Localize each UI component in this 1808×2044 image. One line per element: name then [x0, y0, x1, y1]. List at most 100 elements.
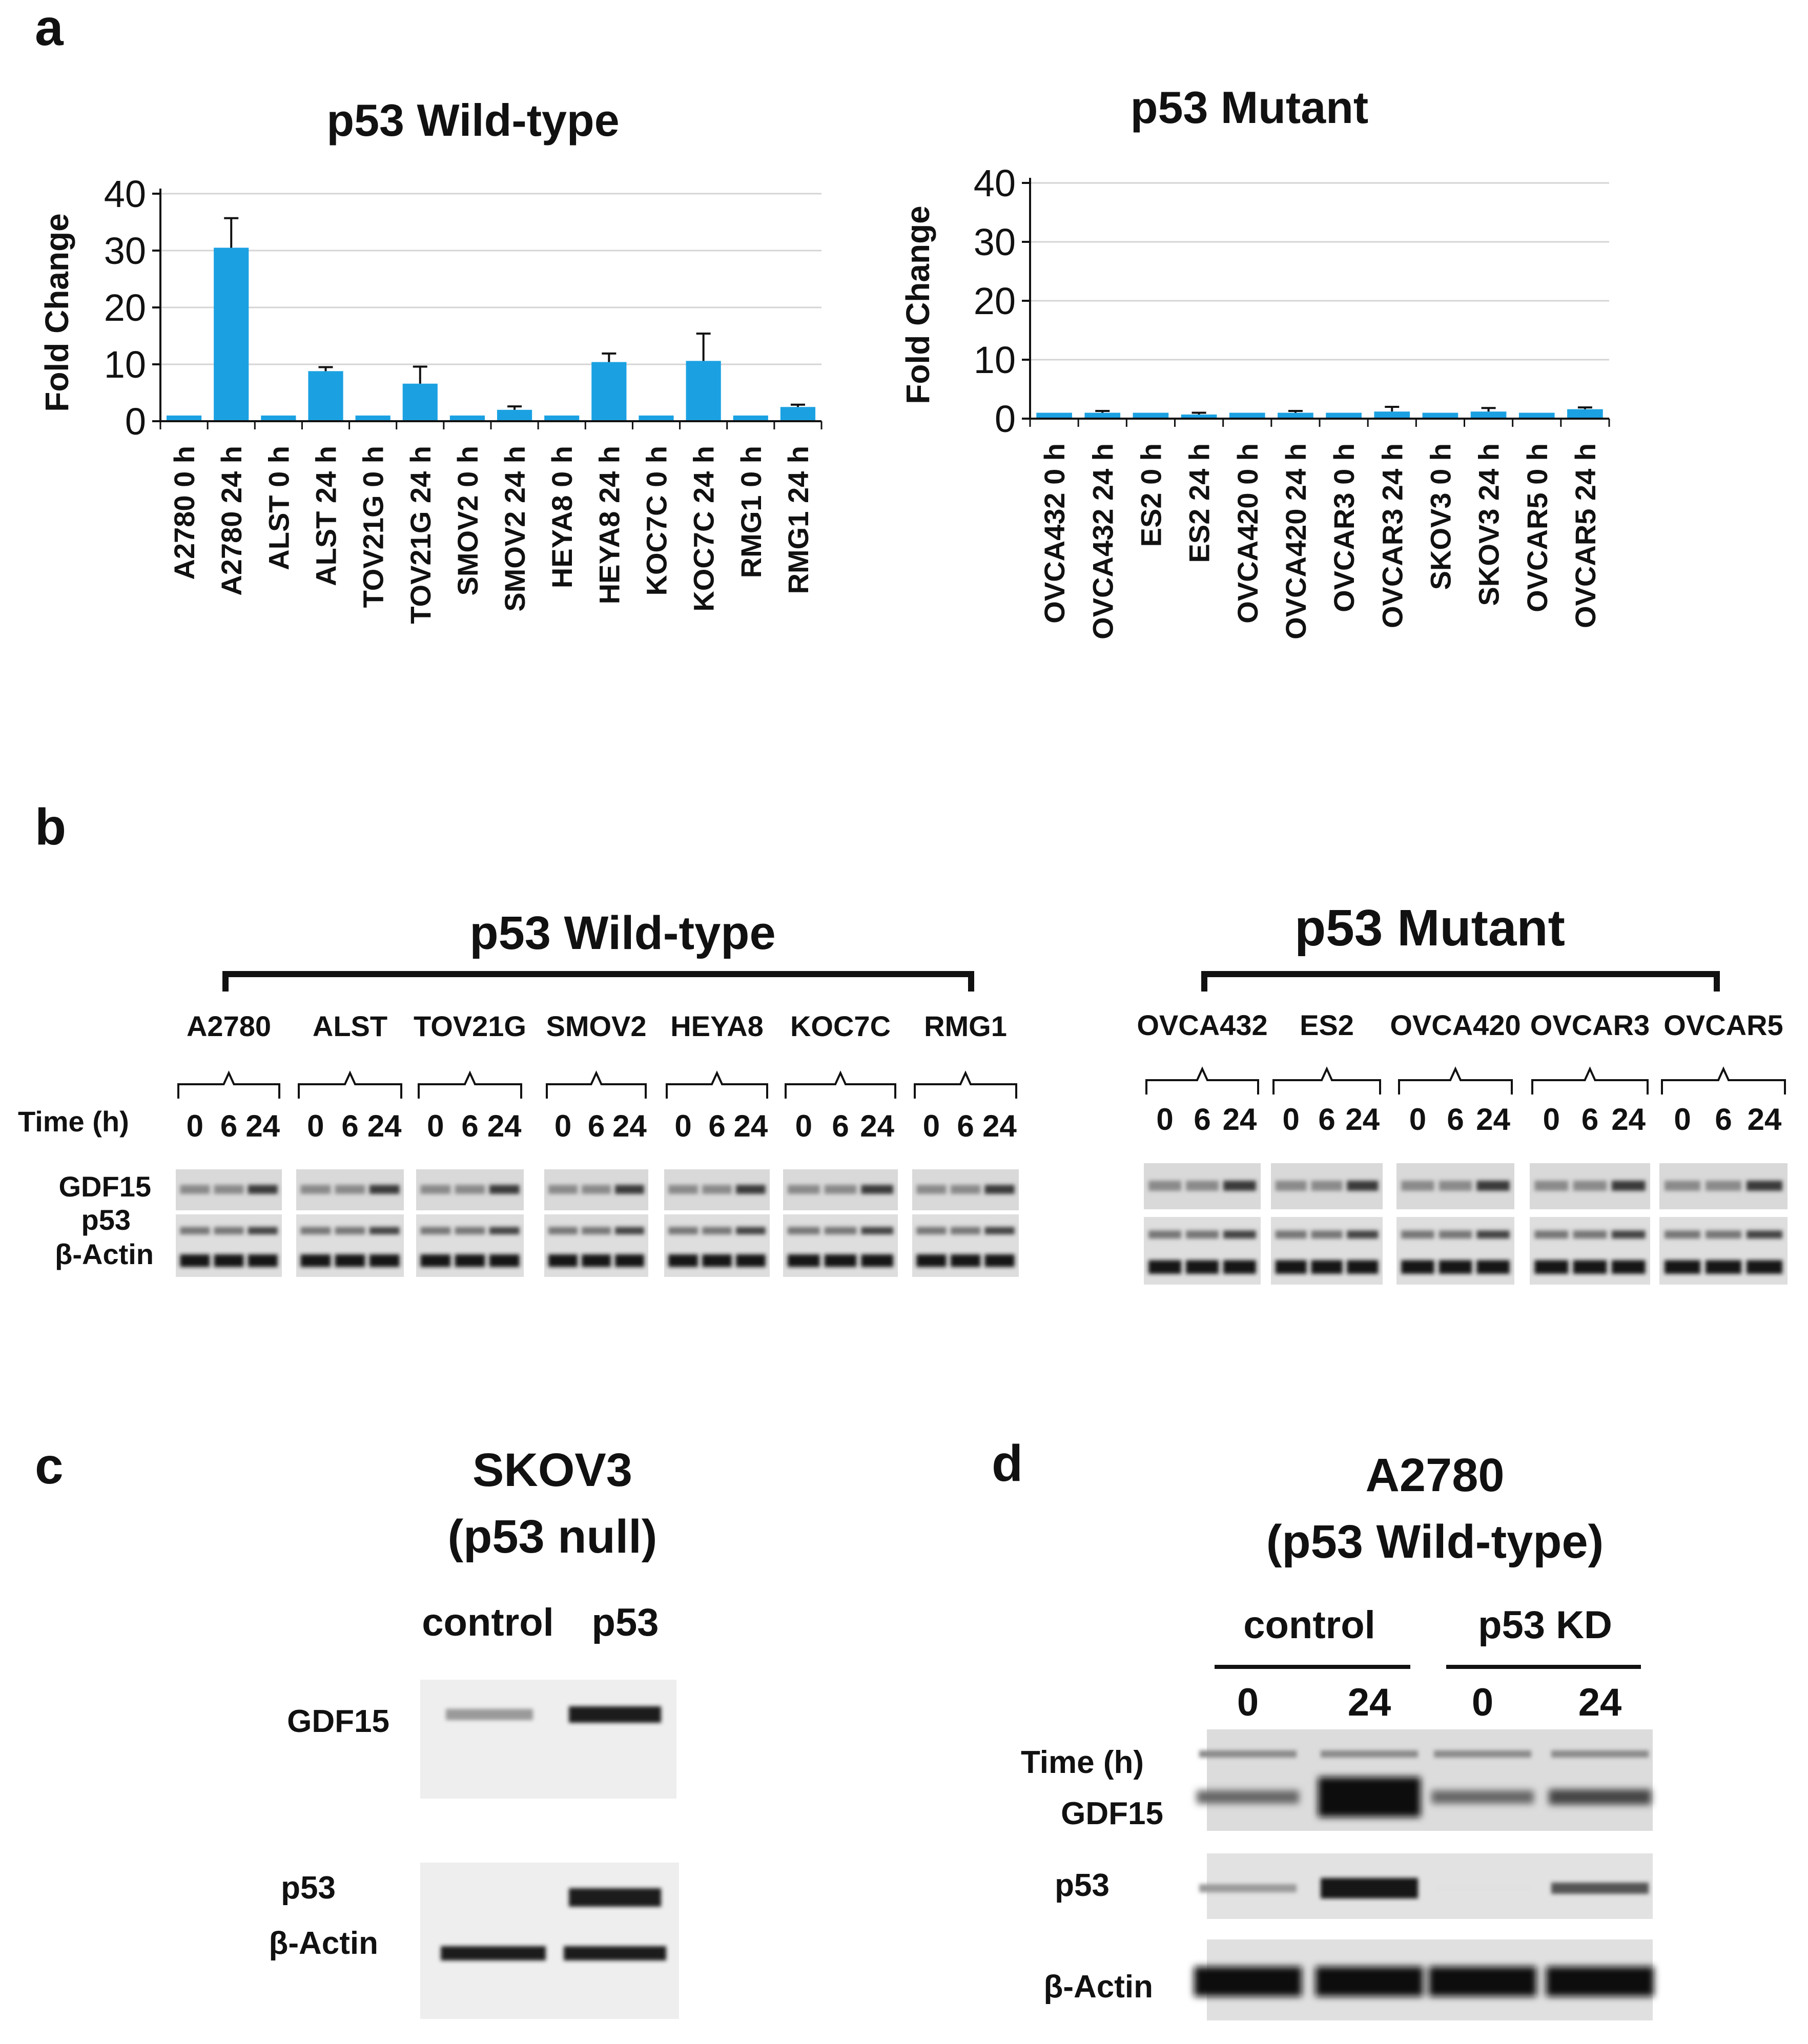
- x-tick-label: ES2 0 h: [1135, 443, 1167, 547]
- y-tick-label: 40: [974, 162, 1016, 204]
- band-gdf15: [1573, 1181, 1607, 1191]
- bar: [1422, 412, 1458, 419]
- bar: [1374, 411, 1410, 419]
- band-p53: [1275, 1230, 1307, 1239]
- band-gdf15: [615, 1185, 644, 1194]
- time-point: 24: [1748, 1102, 1782, 1137]
- band-gdf15: [668, 1185, 698, 1194]
- brace: [546, 1070, 647, 1099]
- blot-p53-actin: [1144, 1217, 1261, 1285]
- band-p53: [1199, 1884, 1297, 1892]
- band-beta-actin: [1665, 1260, 1700, 1274]
- time-point: 0: [427, 1109, 444, 1143]
- band-gdf15: [950, 1185, 981, 1194]
- time-point: 6: [957, 1109, 974, 1143]
- bar: [1229, 412, 1265, 419]
- bar: [261, 415, 296, 421]
- x-tick-label: OVCAR5 0 h: [1521, 443, 1553, 612]
- y-axis-label: Fold Change: [38, 213, 75, 412]
- time-point: 0: [1409, 1102, 1426, 1137]
- x-tick-label: RMG1 24 h: [782, 446, 814, 594]
- band-gdf15: [420, 1185, 451, 1194]
- band-gdf15: [1706, 1181, 1741, 1191]
- band-p53: [615, 1227, 644, 1235]
- band-gdf15-upper: [1321, 1750, 1418, 1758]
- time-point: 6: [341, 1109, 358, 1143]
- band-gdf15: [824, 1185, 857, 1194]
- x-tick-label: OVCA420 24 h: [1280, 443, 1312, 639]
- time-point: 24: [1476, 1102, 1510, 1137]
- band-p53: [861, 1227, 894, 1235]
- band-beta-actin: [736, 1254, 766, 1267]
- panel-d-blots: [1194, 1729, 1654, 2020]
- grid: [1030, 182, 1609, 361]
- row-label-beta-actin: β-Actin: [269, 1926, 379, 1961]
- chart-title: p53 Mutant: [1131, 82, 1368, 133]
- band-p53: [916, 1227, 947, 1235]
- band-p53: [582, 1227, 611, 1235]
- band-p53: [369, 1227, 400, 1235]
- time-point: 0: [795, 1109, 812, 1143]
- time-point: 6: [1715, 1102, 1732, 1137]
- bars: [166, 247, 816, 421]
- y-tick-label: 0: [995, 398, 1016, 440]
- band-gdf15: [300, 1185, 331, 1194]
- time-label: Time (h): [18, 1105, 129, 1138]
- blot-p53-actin: [420, 1863, 679, 2019]
- x-tick-label: OVCAR3 24 h: [1376, 443, 1408, 628]
- band-p53: [180, 1227, 210, 1235]
- time-point: 0: [1543, 1102, 1560, 1137]
- band-beta-actin: [1573, 1260, 1607, 1274]
- mutant-group-title: p53 Mutant: [1295, 899, 1565, 957]
- band-p53: [1347, 1230, 1379, 1239]
- bar: [1181, 414, 1217, 419]
- time-24: 24: [1348, 1681, 1391, 1724]
- cell-line-heya8: HEYA8 0 6 24: [664, 1010, 770, 1277]
- band-gdf15: [180, 1185, 210, 1194]
- band-gdf15: [1347, 1181, 1379, 1191]
- blot-p53-actin: [1659, 1217, 1788, 1285]
- x-tick-label: SKOV3 24 h: [1473, 443, 1505, 606]
- brace: [914, 1070, 1017, 1099]
- x-tick-label: OVCAR3 0 h: [1328, 443, 1360, 612]
- error-bars: [1095, 406, 1592, 415]
- time-point: 0: [1674, 1102, 1691, 1137]
- row-label-beta-actin: β-Actin: [55, 1238, 154, 1270]
- band-beta-actin-control: [441, 1946, 546, 1960]
- band-beta-actin: [950, 1254, 981, 1267]
- band-beta-actin: [1311, 1260, 1343, 1274]
- chart-p53-wild-type: p53 Wild-type Fold Change 0 10 20 30 40 A278…: [38, 95, 823, 624]
- band-beta-actin: [1429, 1967, 1536, 1996]
- band-p53: [455, 1227, 485, 1235]
- cell-line-name: KOC7C: [790, 1010, 891, 1042]
- time-point: 24: [860, 1109, 894, 1143]
- band-gdf15: [787, 1185, 820, 1194]
- bar: [1567, 409, 1603, 419]
- blot-p53-actin: [1271, 1217, 1383, 1285]
- bar: [591, 362, 627, 421]
- band-gdf15: [1665, 1181, 1700, 1191]
- group-label-control: control: [1243, 1603, 1375, 1647]
- band-gdf15: [582, 1185, 611, 1194]
- band-beta-actin: [1534, 1260, 1569, 1274]
- band-beta-actin: [702, 1254, 732, 1267]
- brace: [418, 1070, 522, 1099]
- blot-p53-actin: [664, 1214, 770, 1277]
- band-p53: [1551, 1883, 1649, 1894]
- bar: [1326, 412, 1362, 419]
- band-gdf15: [1186, 1181, 1219, 1191]
- time-label: Time (h): [1021, 1745, 1144, 1780]
- band-gdf15: [702, 1185, 732, 1194]
- time-point: 24: [245, 1109, 280, 1143]
- cell-line-tov21g: TOV21G 0 6 24: [414, 1010, 526, 1277]
- band-gdf15: [214, 1185, 244, 1194]
- band-gdf15: [1549, 1789, 1651, 1805]
- brace: [1272, 1066, 1381, 1095]
- time-point: 6: [832, 1109, 849, 1143]
- band-gdf15: [861, 1185, 894, 1194]
- error-bars: [224, 217, 805, 410]
- x-tick-labels: OVCA432 0 h OVCA432 24 h ES2 0 h ES2 24 h OV…: [1038, 443, 1601, 639]
- blot-p53-actin: [912, 1214, 1019, 1277]
